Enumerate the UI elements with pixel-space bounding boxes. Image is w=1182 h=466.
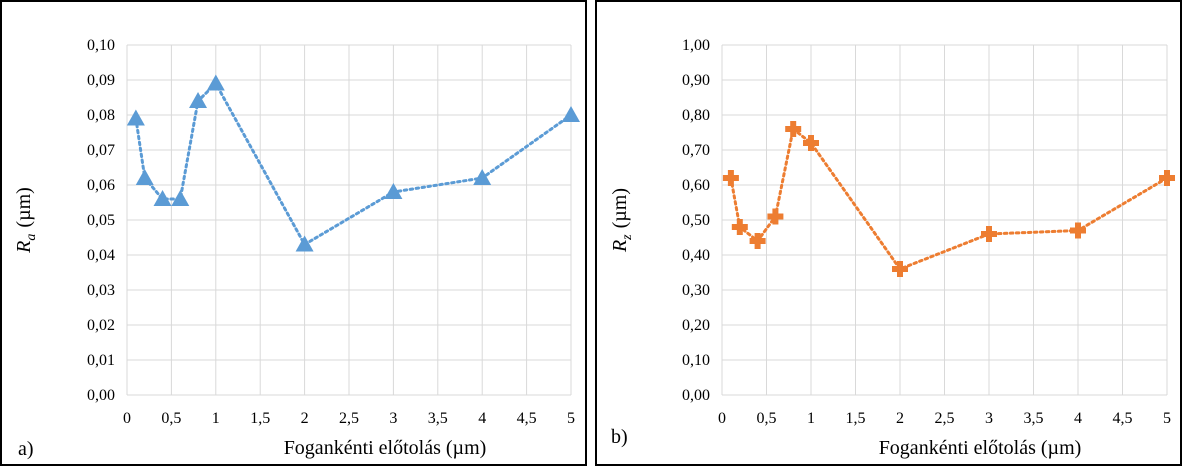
panel-a-border xyxy=(0,0,587,466)
panel-label: a) xyxy=(18,438,34,460)
x-tick-label: 2 xyxy=(896,410,904,427)
y-tick-label: 1,00 xyxy=(682,37,710,54)
y-tick-label: 0,02 xyxy=(87,317,115,334)
y-tick-label: 0,10 xyxy=(87,37,115,54)
data-point-marker xyxy=(767,208,784,225)
y-tick-label: 0,70 xyxy=(682,142,710,159)
y-tick-label: 0,00 xyxy=(682,387,710,404)
y-tick-label: 0,50 xyxy=(682,212,710,229)
data-point-marker xyxy=(1070,222,1086,239)
y-axis-unit: (µm) xyxy=(609,188,631,228)
x-tick-label: 4,5 xyxy=(1113,410,1133,427)
data-point-marker xyxy=(384,183,403,199)
data-point-marker xyxy=(731,219,748,235)
data-point-marker xyxy=(295,235,314,252)
x-tick-label: 1,5 xyxy=(250,410,270,427)
data-point-marker xyxy=(1159,170,1175,186)
y-axis-subscript: z xyxy=(620,234,635,241)
x-tick-label: 0,5 xyxy=(161,410,181,427)
panel-label: b) xyxy=(611,426,628,448)
y-axis-subscript: a xyxy=(24,234,39,241)
y-tick-label: 0,04 xyxy=(87,247,115,264)
x-tick-label: 3 xyxy=(389,410,397,427)
y-tick-label: 0,05 xyxy=(87,212,115,229)
y-tick-label: 0,06 xyxy=(87,177,115,194)
data-point-marker xyxy=(981,226,997,242)
x-tick-label: 0 xyxy=(123,410,131,427)
x-axis-title: Fogankénti előtolás (µm) xyxy=(284,437,487,459)
y-axis-symbol: R xyxy=(609,240,631,253)
data-point-marker xyxy=(749,233,766,249)
x-tick-label: 5 xyxy=(567,410,575,427)
x-tick-label: 4 xyxy=(478,410,486,427)
x-tick-label: 2,5 xyxy=(935,410,955,427)
series-line xyxy=(134,81,573,247)
data-point-marker xyxy=(135,169,154,185)
data-point-marker xyxy=(785,121,802,137)
y-tick-label: 0,08 xyxy=(87,107,115,124)
y-tick-label: 0,10 xyxy=(682,352,710,369)
x-tick-label: 2,5 xyxy=(339,410,359,427)
y-tick-label: 0,00 xyxy=(87,387,115,404)
series-line xyxy=(729,126,1169,271)
data-point-marker xyxy=(722,170,739,186)
x-tick-label: 3 xyxy=(985,410,993,427)
data-point-marker xyxy=(153,190,172,206)
data-point-marker xyxy=(803,135,819,151)
y-axis-title: Ra (µm) xyxy=(13,187,39,254)
data-point-marker xyxy=(171,190,190,206)
chart-panel-b: 0,000,100,200,300,400,500,600,700,800,90… xyxy=(609,37,1175,459)
data-point-marker xyxy=(562,106,580,122)
x-tick-label: 1 xyxy=(807,410,815,427)
x-tick-label: 4 xyxy=(1074,410,1082,427)
panel-b-border xyxy=(595,0,1182,466)
y-axis-unit: (µm) xyxy=(13,187,35,227)
data-point-marker xyxy=(126,109,145,126)
x-tick-label: 5 xyxy=(1163,410,1171,427)
y-axis-title: Rz (µm) xyxy=(609,188,635,253)
y-tick-label: 0,40 xyxy=(682,247,710,264)
y-tick-label: 0,30 xyxy=(682,282,710,299)
x-tick-label: 1 xyxy=(212,410,220,427)
data-point-marker xyxy=(473,169,492,185)
y-tick-label: 0,07 xyxy=(87,142,115,159)
x-tick-label: 0 xyxy=(718,410,726,427)
x-tick-label: 0,5 xyxy=(757,410,777,427)
data-point-marker xyxy=(892,261,908,277)
chart-panel-a: 0,00 0,01 0,02 0,03 0,04 0,05 0,06 0,07 0,08 0,09… xyxy=(13,37,580,460)
y-tick-label: 0,09 xyxy=(87,72,115,89)
x-tick-label: 1,5 xyxy=(846,410,866,427)
y-tick-label: 0,01 xyxy=(87,352,115,369)
y-tick-label: 0,60 xyxy=(682,177,710,194)
x-axis-title: Fogankénti előtolás (µm) xyxy=(879,437,1082,459)
x-tick-label: 2 xyxy=(301,410,309,427)
y-tick-label: 0,80 xyxy=(682,107,710,124)
y-tick-label: 0,20 xyxy=(682,317,710,334)
x-tick-label: 3,5 xyxy=(428,410,448,427)
x-tick-label: 3,5 xyxy=(1024,410,1044,427)
data-point-marker xyxy=(206,74,225,91)
x-tick-label: 4,5 xyxy=(517,410,537,427)
y-tick-label: 0,03 xyxy=(87,282,115,299)
y-tick-label: 0,90 xyxy=(682,72,710,89)
y-axis-symbol: R xyxy=(13,241,35,254)
data-point-marker xyxy=(189,92,208,108)
